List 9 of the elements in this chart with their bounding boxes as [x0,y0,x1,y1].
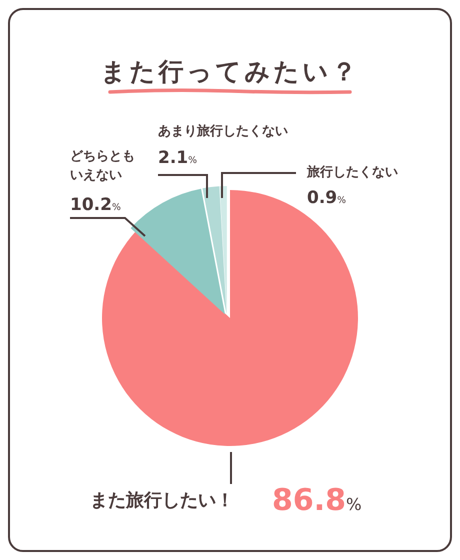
data-label: 0.9% [307,188,346,208]
slice-label: あまり旅行したくない [158,123,288,139]
data-label: 2.1% [158,148,198,168]
slice-label: どちらともいえない [70,149,135,183]
slice-label: また旅行したい！ [90,490,234,511]
chart-title: また行ってみたい？ [100,57,360,86]
data-label: 10.2% [70,195,121,215]
slice-label: 旅行したくない [306,164,398,180]
data-label: 86.8% [272,483,362,518]
